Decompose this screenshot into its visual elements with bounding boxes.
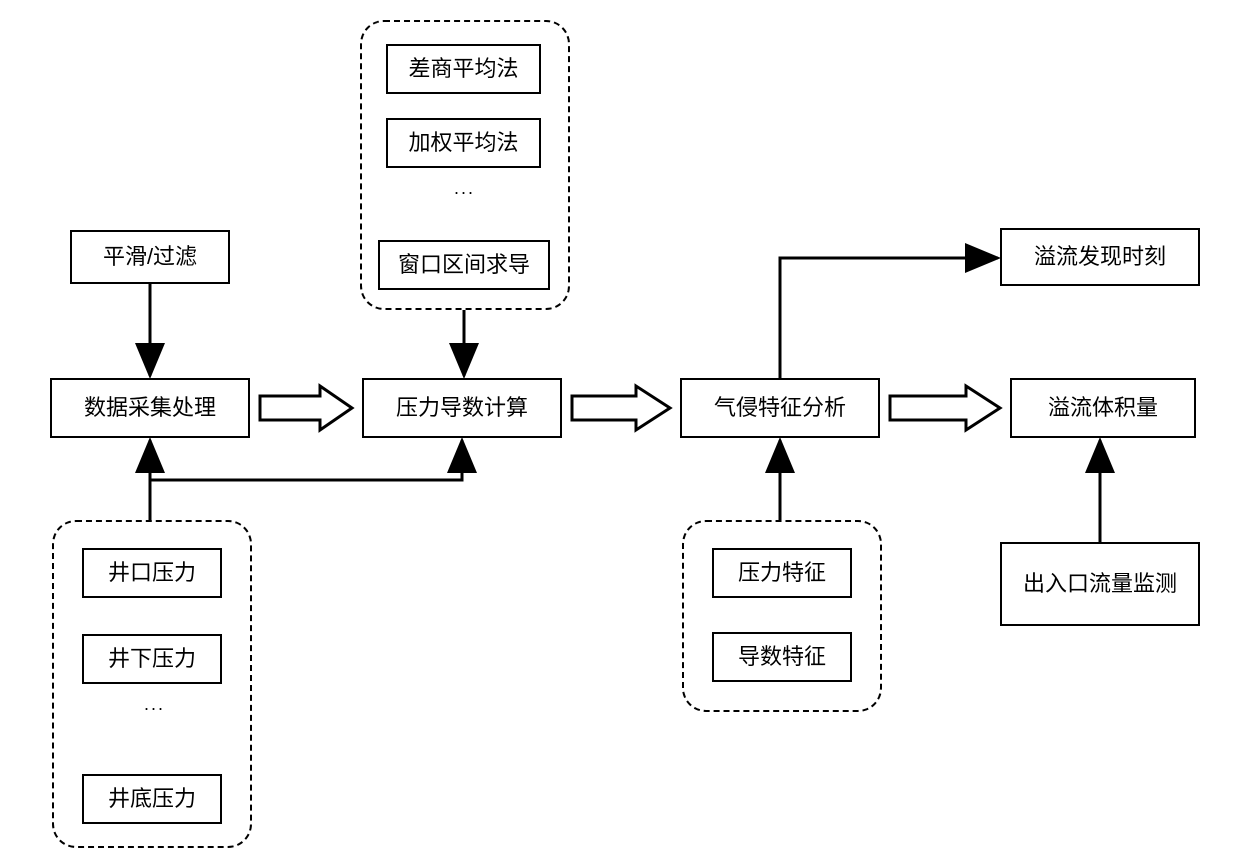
node-data-collect: 数据采集处理	[50, 378, 250, 438]
node-feature-derivative: 导数特征	[712, 632, 852, 682]
node-method-weighted: 加权平均法	[386, 118, 541, 168]
node-overflow-volume: 溢流体积量	[1010, 378, 1196, 438]
node-feature-pressure: 压力特征	[712, 548, 852, 598]
hollow-arrow-2	[572, 386, 670, 430]
node-gas-analysis: 气侵特征分析	[680, 378, 880, 438]
arrow-analysis-to-time	[780, 258, 998, 378]
node-pressure-downhole: 井下压力	[82, 634, 222, 684]
arrow-pressures-to-deriv	[150, 440, 462, 520]
node-method-window: 窗口区间求导	[378, 240, 550, 290]
node-pressure-bottom: 井底压力	[82, 774, 222, 824]
hollow-arrow-1	[260, 386, 352, 430]
node-method-diffavg: 差商平均法	[386, 44, 541, 94]
node-pressure-derivative: 压力导数计算	[362, 378, 562, 438]
ellipsis-pressures: ...	[144, 694, 165, 715]
node-pressure-wellhead: 井口压力	[82, 548, 222, 598]
node-overflow-time: 溢流发现时刻	[1000, 228, 1200, 286]
node-flow-monitor: 出入口流量监测	[1000, 542, 1200, 626]
node-smooth-filter: 平滑/过滤	[70, 230, 230, 284]
ellipsis-methods: ...	[454, 178, 475, 199]
hollow-arrow-3	[890, 386, 1000, 430]
